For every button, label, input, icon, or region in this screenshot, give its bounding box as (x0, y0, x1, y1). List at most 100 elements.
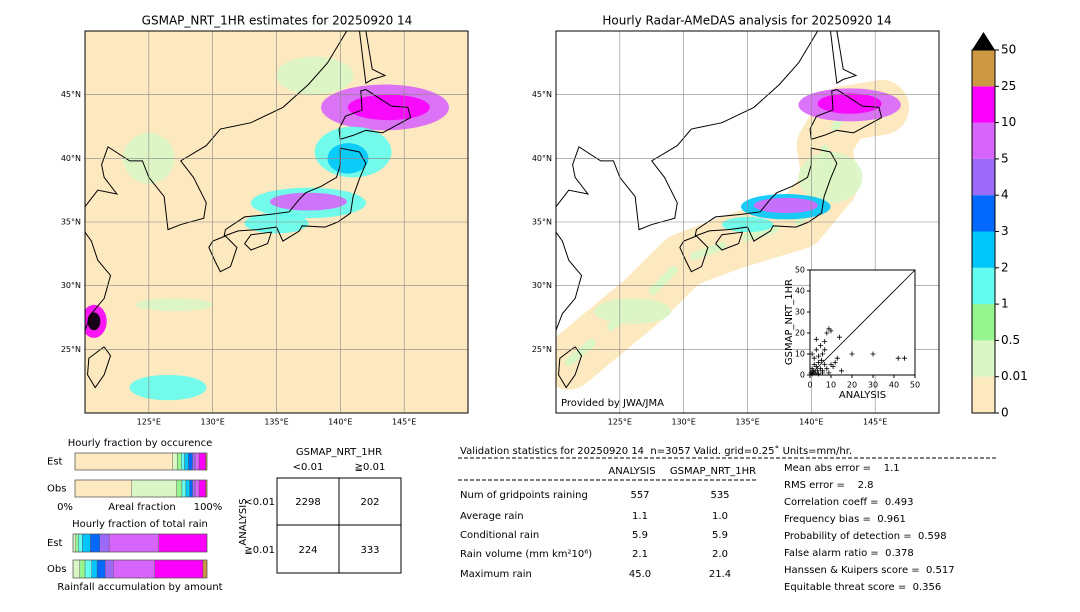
lat-label: 45°N (532, 90, 552, 99)
axis-label: Areal fraction (108, 502, 175, 513)
point (832, 359, 838, 365)
row-label: Num of gridpoints raining (460, 490, 588, 501)
score: Hanssen & Kuipers score = 0.517 (784, 565, 955, 576)
lon-label: 125°E (137, 418, 161, 427)
fraction-segment (72, 533, 76, 553)
fraction-segment (112, 559, 155, 579)
fraction-segment (154, 559, 204, 579)
fraction-segment (198, 479, 206, 498)
lon-label: 145°E (392, 418, 416, 427)
coastline (85, 31, 348, 231)
cell: 202 (360, 497, 379, 508)
colorbar-segment (972, 231, 995, 268)
col-label: ≧0.01 (355, 462, 386, 473)
x-tick-label: 20 (847, 381, 857, 390)
fraction-segment (99, 533, 110, 553)
point (811, 355, 817, 361)
coastline (85, 231, 112, 331)
lon-label: 125°E (608, 418, 632, 427)
map-body (556, 31, 939, 413)
point (815, 353, 821, 359)
fraction-segment (184, 452, 189, 471)
fraction-segment (91, 559, 98, 579)
total-rain-title: Hourly fraction of total rain (72, 519, 208, 530)
score: Probability of detection = 0.598 (784, 531, 947, 542)
point (849, 351, 855, 357)
row-label: Maximum rain (460, 569, 532, 580)
lon-label: 140°E (799, 418, 823, 427)
lat-label: 40°N (532, 154, 552, 163)
point (815, 371, 821, 377)
score: Frequency bias = 0.961 (784, 514, 906, 525)
point (815, 359, 821, 365)
fraction-segment (181, 479, 187, 498)
row-label: Est (47, 538, 63, 549)
point (813, 336, 819, 342)
value: 5.9 (712, 530, 728, 541)
rain-area (753, 197, 818, 214)
colorbar-segment (972, 50, 995, 87)
point (826, 370, 832, 376)
x-tick-label: 30 (868, 381, 878, 390)
fraction-segment (192, 452, 196, 471)
coastline (556, 31, 819, 231)
fraction-segment (79, 559, 86, 579)
fraction-segment (96, 559, 106, 579)
map-body (85, 31, 468, 413)
x-tick-label: 40 (889, 381, 899, 390)
point (895, 355, 901, 361)
point (814, 368, 820, 374)
y-tick-label: 10 (795, 350, 805, 359)
colorbar-segment (972, 158, 995, 196)
point (828, 362, 834, 367)
colorbar-label: 3 (1001, 224, 1009, 238)
coastline (556, 231, 583, 331)
bar-frame (72, 533, 208, 553)
value: 1.0 (712, 511, 728, 522)
lat-label: 30°N (532, 281, 552, 290)
point (809, 366, 815, 372)
fraction-segment (131, 479, 177, 498)
fraction-segment (185, 479, 191, 498)
bar-frame (72, 559, 208, 579)
value: 535 (710, 490, 729, 501)
point (818, 343, 823, 349)
credit: Provided by JWA/JMA (561, 398, 664, 409)
colorbar-segment (972, 304, 995, 341)
point (818, 366, 823, 372)
point (820, 370, 826, 376)
cell: 333 (360, 545, 379, 556)
fraction-segment (108, 533, 159, 553)
point (822, 362, 828, 367)
colorbar-label: 4 (1001, 188, 1009, 202)
rain-area (129, 374, 207, 401)
row-label: Average rain (460, 511, 524, 522)
map: 45°N 40°N 35°N 30°N 25°N 125°E 130°E 135°E 140°E… (61, 30, 469, 427)
axis-label: 0% (57, 502, 73, 513)
colorbar-extend (972, 32, 995, 50)
score: Mean abs error = 1.1 (784, 463, 900, 474)
y-tick-label: 50 (795, 266, 805, 275)
lat-label: 45°N (61, 90, 81, 99)
coastline (244, 231, 273, 251)
rain-area (270, 192, 347, 211)
total-rain-footer: Rainfall accumulation by amount (57, 582, 222, 593)
coastline (809, 89, 883, 140)
coastline (338, 89, 412, 140)
point (820, 351, 826, 357)
colorbar-label: 25 (1001, 79, 1016, 93)
value: 45.0 (629, 569, 651, 580)
rain-area (347, 94, 430, 121)
lon-label: 135°E (264, 418, 288, 427)
lat-label: 25°N (61, 345, 81, 354)
fraction-segment (74, 479, 132, 498)
point (811, 362, 817, 367)
row-label: Conditional rain (460, 530, 539, 541)
fraction-segment (194, 479, 200, 498)
x-tick-label: 0 (807, 381, 812, 390)
lat-label: 40°N (61, 154, 81, 163)
colorbar-label: 5 (1001, 151, 1009, 165)
lat-label: 35°N (61, 218, 81, 227)
point (810, 368, 816, 374)
